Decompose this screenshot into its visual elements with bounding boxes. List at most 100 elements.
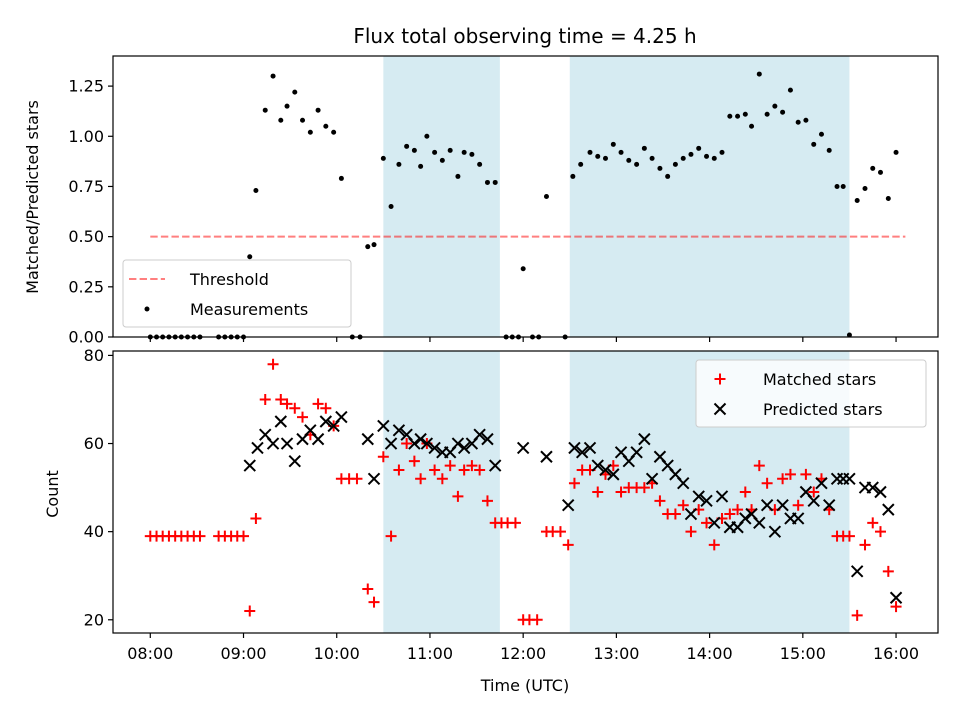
y-tick-label: 0.50 [68,227,104,246]
data-point [753,516,766,530]
data-point [846,332,852,338]
x-tick-label: 16:00 [873,644,919,663]
chart-title: Flux total observing time = 4.25 h [353,24,696,48]
data-point [595,153,601,159]
data-point [877,169,883,175]
data-point [477,161,483,167]
data-point [481,495,493,507]
bottom-plot-area: 20 40 60 80 08:00 09:00 10:00 11:00 12:00 13:00 14… [84,346,939,663]
data-point [818,131,824,137]
data-point [509,517,521,529]
data-point [315,107,321,113]
data-point [393,464,405,476]
data-point [244,605,256,617]
data-point [618,149,624,155]
data-point [338,175,344,181]
data-point [607,468,620,481]
data-point [274,415,288,428]
data-point [436,473,448,485]
bottom-y-axis-label: Count [43,470,62,518]
data-point [362,583,374,595]
data-point [275,393,287,405]
data-point [807,494,820,508]
legend-label: Predicted stars [763,400,883,419]
data-point [377,419,390,433]
legend: Threshold Measurements [122,259,352,328]
data-point [700,494,713,508]
data-point [452,490,464,502]
data-point [575,446,589,459]
data-point [531,614,543,626]
data-point [451,437,465,450]
y-tick-label: 60 [84,434,104,453]
data-point [371,242,377,248]
data-point [811,141,817,147]
data-point [473,428,486,441]
y-tick-label: 1.00 [68,127,104,146]
observing-span [383,351,500,633]
x-tick-label: 10:00 [314,644,360,663]
data-point [724,508,736,520]
data-point [351,473,363,485]
data-point [458,464,470,476]
legend-label: Measurements [190,300,308,319]
data-point [447,147,453,153]
data-point [854,198,860,204]
data-point [882,565,894,577]
data-point [401,438,413,450]
data-point [323,123,329,129]
data-point [800,468,812,480]
data-point [715,490,729,503]
data-point [319,415,333,428]
data-point [677,476,690,490]
y-tick-label: 0.00 [68,328,104,347]
data-point [404,143,410,149]
legend-handle [713,402,727,416]
y-tick-label: 40 [84,522,104,541]
data-point [243,459,256,472]
data-point [297,411,309,423]
legend-label: Threshold [189,270,269,289]
data-point [266,437,280,450]
data-point [280,437,294,450]
data-point [492,179,498,185]
data-point [657,165,663,171]
data-point [455,173,461,179]
data-point [428,441,441,455]
data-point [385,530,397,542]
data-point [602,155,608,161]
data-point [742,111,748,117]
data-point [335,410,348,424]
data-point [749,123,755,129]
data-point [739,486,751,498]
data-point [874,485,887,499]
data-point [610,141,616,147]
data-point [851,609,863,621]
data-point [396,161,402,167]
data-point [808,486,820,498]
data-point [823,499,836,512]
y-tick-label: 80 [84,346,104,365]
data-point [592,486,604,498]
data-point [284,103,290,109]
data-point [834,183,840,189]
data-point [481,432,494,446]
data-point [791,512,805,525]
data-point [262,107,268,113]
data-point [368,596,380,608]
data-point [300,117,306,123]
data-point [772,103,778,109]
data-point [792,499,804,511]
x-tick-label: 08:00 [127,644,173,663]
data-point [764,111,770,117]
data-point [583,441,597,455]
data-point [311,432,325,446]
data-point [708,539,720,551]
data-point [281,398,293,410]
data-point [732,504,744,516]
data-point [638,432,651,446]
data-point [570,173,576,179]
data-point [843,472,856,485]
data-point [365,244,371,250]
